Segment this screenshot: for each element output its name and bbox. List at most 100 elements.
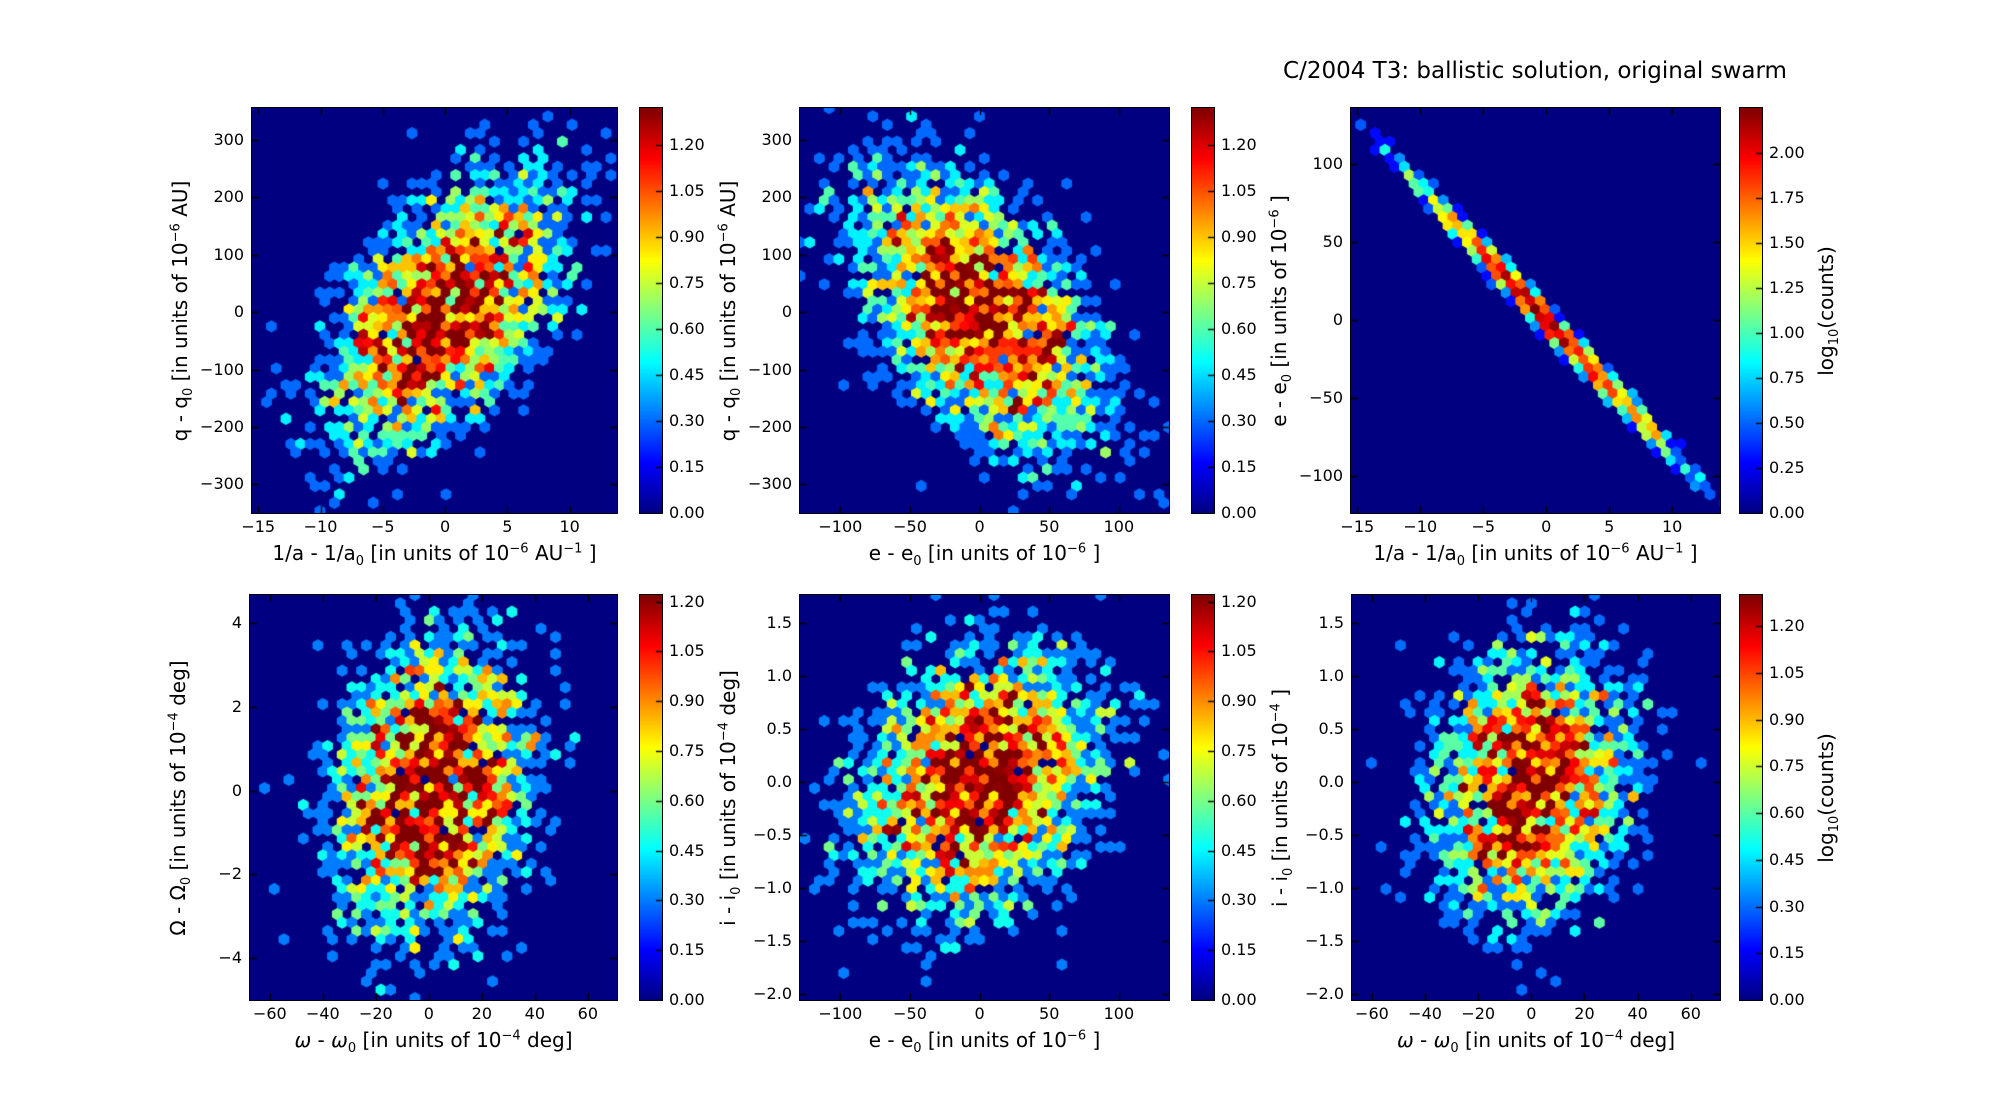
x-axis-label: 1/a - 1/a0 [in units of 10−6 AU−1 ] [1373, 541, 1698, 569]
colorbar-tick-label: 1.50 [1769, 233, 1805, 252]
x-axis-label: ω - ω0 [in units of 10−4 deg] [1396, 1028, 1676, 1056]
colorbar-tick-label: 0.45 [669, 364, 705, 384]
x-tick-label: 5 [502, 517, 513, 536]
x-tick-label: 50 [1039, 517, 1060, 536]
x-tick-label: −15 [1340, 517, 1375, 536]
y-tick-label: 0.0 [766, 771, 792, 791]
y-tick-label: 300 [761, 130, 792, 150]
colorbar-tick-label: 0.45 [1221, 840, 1257, 860]
colorbar-tick-label: 0.75 [1769, 756, 1805, 776]
y-tick-label: 0 [233, 302, 244, 322]
x-tick-label: 40 [524, 1004, 546, 1023]
y-tick-label: −300 [200, 474, 244, 494]
x-tick-label: 0 [974, 1004, 985, 1023]
colorbar-tick-label: 1.05 [1769, 662, 1805, 682]
y-tick-label: −300 [748, 474, 792, 494]
y-tick-label: −4 [218, 948, 242, 968]
y-tick-label: −1.5 [753, 930, 792, 950]
x-tick-label: −5 [371, 517, 395, 536]
colorbar-tick-label: 0.30 [1221, 410, 1257, 430]
colorbar-label: log10(counts) [1814, 245, 1842, 376]
y-tick-label: 1.0 [1318, 665, 1344, 685]
colorbar-tick-label: 0.50 [1769, 413, 1805, 432]
colorbar-tick-label: 0.60 [669, 790, 705, 810]
colorbar-tick-label: 0.15 [1769, 943, 1805, 963]
hexbin-plot-canvas [1351, 594, 1721, 1001]
colorbar-tick-label: 1.05 [1221, 641, 1257, 661]
x-tick-label: −100 [818, 1004, 863, 1023]
x-tick-label: 10 [1661, 517, 1683, 536]
colorbar-tick-label: 0.75 [1769, 368, 1805, 387]
x-axis-label: 1/a - 1/a0 [in units of 10−6 AU−1 ] [272, 541, 597, 569]
y-tick-label: 0 [1332, 309, 1343, 329]
colorbar-tick-label: 2.00 [1769, 143, 1805, 162]
y-axis-label: e - e0 [in units of 10−6 ] [1267, 194, 1295, 427]
y-tick-label: 200 [213, 187, 244, 207]
y-tick-label: −50 [1309, 387, 1343, 407]
x-axis-label: ω - ω0 [in units of 10−4 deg] [294, 1028, 573, 1056]
colorbar-tick-label: 0.00 [669, 503, 705, 522]
y-tick-label: 100 [213, 244, 244, 264]
y-tick-label: 50 [1322, 231, 1343, 251]
y-tick-label: −100 [748, 359, 792, 379]
hexbin-plot-canvas [249, 594, 618, 1001]
y-tick-label: 300 [213, 130, 244, 150]
x-tick-label: 0 [423, 1004, 434, 1023]
colorbar-tick-label: 0.15 [1221, 456, 1257, 476]
x-tick-label: 100 [1103, 517, 1135, 536]
y-tick-label: 0.5 [766, 718, 792, 738]
y-tick-label: 0 [231, 780, 242, 800]
colorbar-tick-label: 0.75 [1221, 741, 1257, 761]
colorbar-tick-label: 0.30 [669, 890, 705, 910]
colorbar-tick-label: 0.15 [1221, 940, 1257, 960]
x-tick-label: 20 [1574, 1004, 1595, 1023]
colorbar-tick-label: 0.30 [1769, 896, 1805, 916]
colorbar-tick-label: 0.45 [1769, 849, 1805, 869]
hexbin-plot-canvas [799, 107, 1170, 514]
x-tick-label: −40 [305, 1004, 340, 1023]
y-tick-label: 0.5 [1318, 718, 1344, 738]
y-tick-label: 100 [761, 244, 792, 264]
colorbar-canvas [1739, 594, 1763, 1001]
colorbar-tick-label: 1.20 [1769, 616, 1805, 636]
y-tick-label: 0.0 [1318, 771, 1344, 791]
y-axis-label: q - q0 [in units of 10−6 AU] [716, 180, 744, 441]
colorbar-tick-label: 1.20 [669, 134, 705, 154]
colorbar-tick-label: 0.90 [669, 691, 705, 711]
colorbar-tick-label: 0.25 [1769, 458, 1805, 477]
colorbar-tick-label: 0.75 [669, 272, 705, 292]
x-tick-label: 40 [1627, 1004, 1648, 1023]
y-tick-label: 1.0 [766, 665, 792, 685]
hexbin-plot-canvas [799, 594, 1170, 1001]
colorbar-tick-label: 0.60 [1221, 790, 1257, 810]
colorbar-tick-label: 0.75 [669, 741, 705, 761]
y-axis-label: q - q0 [in units of 10−6 AU] [168, 180, 196, 441]
y-axis-label: i - i0 [in units of 10−4 deg] [716, 669, 744, 926]
x-tick-label: 0 [1526, 1004, 1537, 1023]
colorbar-tick-label: 0.90 [1769, 709, 1805, 729]
colorbar-tick-label: 1.20 [669, 591, 705, 611]
colorbar-tick-label: 0.15 [669, 456, 705, 476]
colorbar-tick-label: 1.20 [1221, 591, 1257, 611]
hexbin-plot-canvas [251, 107, 618, 514]
colorbar-tick-label: 0.60 [1221, 318, 1257, 338]
y-tick-label: −2.0 [753, 983, 792, 1003]
colorbar-tick-label: 1.25 [1769, 278, 1805, 297]
x-tick-label: −20 [358, 1004, 393, 1023]
y-tick-label: −100 [200, 359, 244, 379]
x-axis-label: e - e0 [in units of 10−6 ] [868, 1028, 1101, 1056]
y-tick-label: 0 [781, 302, 792, 322]
colorbar-label: log10(counts) [1814, 732, 1842, 863]
colorbar-tick-label: 0.90 [1221, 226, 1257, 246]
colorbar-tick-label: 1.00 [1769, 323, 1805, 342]
colorbar-tick-label: 0.00 [1769, 990, 1805, 1009]
x-tick-label: 0 [439, 517, 451, 536]
colorbar-canvas [1739, 107, 1763, 514]
y-tick-label: 1.5 [766, 612, 792, 632]
colorbar-canvas [639, 107, 663, 514]
x-tick-label: −60 [1355, 1004, 1389, 1023]
y-tick-label: −1.0 [753, 877, 792, 897]
colorbar-tick-label: 0.45 [1221, 364, 1257, 384]
colorbar-tick-label: 1.75 [1769, 188, 1805, 207]
